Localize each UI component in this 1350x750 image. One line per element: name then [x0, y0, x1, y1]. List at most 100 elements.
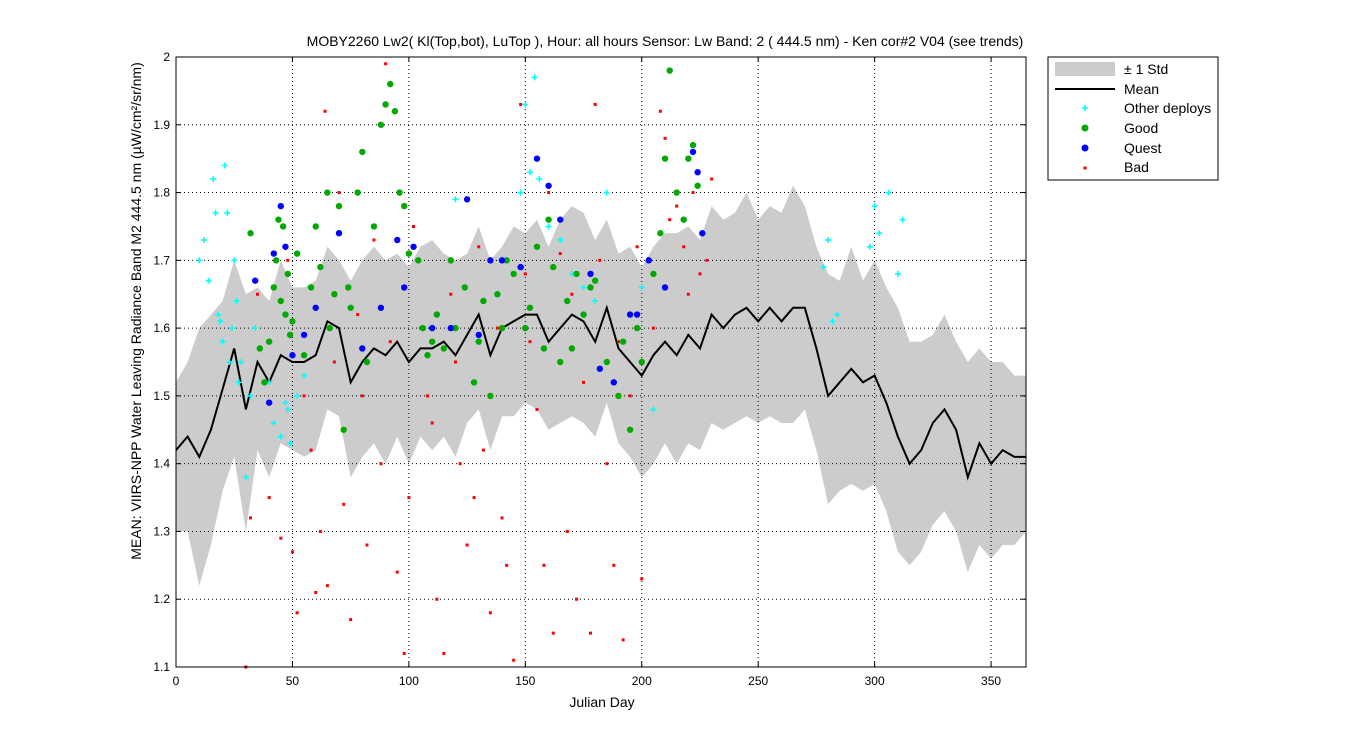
other-deploy-point — [834, 311, 841, 318]
good-point — [433, 311, 441, 318]
bad-point — [558, 252, 562, 256]
x-tick-label: 250 — [748, 674, 768, 688]
quest-point — [545, 182, 552, 189]
other-deploy-point — [885, 189, 892, 196]
bad-point — [388, 340, 392, 344]
good-point — [284, 270, 291, 278]
bad-point — [651, 326, 655, 330]
bad-point — [356, 313, 360, 317]
other-deploy-point — [650, 406, 657, 413]
quest-point — [699, 230, 706, 237]
good-point — [447, 257, 454, 264]
good-point — [526, 304, 534, 311]
other-deploy-point — [284, 406, 291, 413]
good-point — [661, 155, 669, 162]
bad-point — [598, 258, 602, 262]
good-point — [510, 270, 517, 278]
good-point — [587, 284, 594, 291]
good-point — [591, 277, 599, 284]
y-tick-label: 1.8 — [153, 186, 170, 200]
good-point — [312, 223, 319, 230]
good-point — [317, 263, 324, 271]
other-deploy-point — [217, 318, 224, 325]
good-point — [470, 379, 478, 386]
good-point — [533, 243, 541, 250]
good-point — [382, 101, 389, 108]
good-point — [550, 263, 557, 271]
good-point — [452, 324, 459, 332]
good-point — [279, 223, 287, 230]
good-point — [487, 392, 494, 400]
quest-point — [394, 236, 401, 244]
good-point — [359, 148, 366, 156]
good-point — [461, 284, 468, 291]
bad-point — [309, 448, 313, 452]
good-point — [419, 324, 427, 332]
good-point — [377, 121, 385, 128]
other-deploy-point — [226, 359, 233, 365]
good-point — [414, 257, 422, 264]
good-point — [286, 331, 294, 339]
bad-point — [589, 631, 593, 635]
bad-point — [705, 258, 709, 262]
quest-point — [359, 345, 366, 352]
x-tick-label: 100 — [399, 674, 419, 688]
bad-point — [551, 631, 555, 635]
x-tick-label: 50 — [286, 674, 300, 688]
good-point — [265, 338, 273, 345]
bad-point — [430, 421, 434, 425]
good-point — [689, 141, 697, 149]
plot-frame — [175, 56, 1027, 668]
bad-point — [302, 394, 306, 398]
legend-label-other: Other deploys — [1124, 100, 1211, 116]
other-deploy-point — [205, 277, 212, 284]
good-point — [694, 182, 701, 189]
other-deploy-point — [282, 399, 289, 406]
bad-point — [314, 590, 318, 594]
bad-point — [593, 102, 597, 106]
other-deploy-point — [219, 338, 226, 345]
other-deploy-point — [294, 392, 301, 399]
good-point — [626, 426, 634, 433]
good-point — [340, 426, 347, 433]
bad-point — [612, 563, 616, 567]
bad-point — [675, 204, 679, 208]
bad-point — [337, 191, 341, 195]
bad-point — [412, 224, 416, 228]
good-point — [331, 291, 338, 298]
bad-point — [256, 292, 260, 296]
legend: ± 1 Std Mean Other deploys Good Quest Ba… — [1047, 56, 1219, 181]
bad-point — [691, 191, 695, 195]
quest-point — [428, 324, 436, 332]
bad-point — [402, 651, 406, 655]
y-tick-label: 1.9 — [153, 118, 170, 132]
good-point — [370, 223, 378, 230]
bad-point — [365, 543, 369, 547]
good-point — [494, 291, 501, 298]
bad-point — [453, 360, 457, 364]
bad-point — [472, 496, 476, 500]
quest-point — [401, 284, 408, 291]
quest-point — [270, 250, 278, 257]
quest-point — [447, 324, 454, 332]
bad-point — [512, 658, 516, 662]
other-deploy-point — [603, 189, 610, 196]
good-point — [557, 358, 564, 366]
good-point — [666, 67, 673, 74]
other-deploy-point — [231, 257, 238, 264]
bad-point — [379, 462, 383, 466]
good-point — [685, 155, 692, 162]
bad-point — [332, 360, 336, 364]
quest-point — [610, 379, 618, 386]
other-deploy-point — [526, 169, 533, 176]
quest-point — [517, 263, 524, 271]
bad-point — [488, 611, 492, 615]
quest-point — [689, 148, 697, 156]
y-tick-label: 1.3 — [153, 524, 170, 538]
good-point — [324, 189, 331, 196]
bad-point — [535, 407, 539, 411]
good-point — [247, 230, 254, 237]
y-tick-label: 1.5 — [153, 389, 170, 403]
other-deploy-point — [242, 474, 249, 481]
